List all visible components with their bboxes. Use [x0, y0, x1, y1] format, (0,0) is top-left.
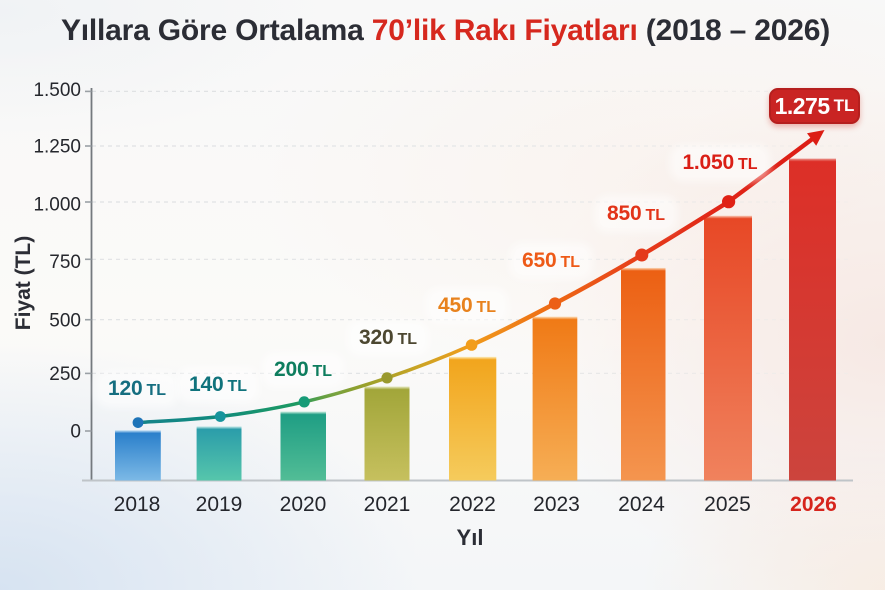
svg-text:2022: 2022 [449, 493, 496, 516]
svg-text:0: 0 [70, 422, 81, 443]
svg-text:2023: 2023 [533, 493, 580, 516]
svg-text:2026: 2026 [790, 493, 837, 516]
svg-text:2025: 2025 [704, 493, 751, 516]
svg-text:2020: 2020 [280, 493, 327, 516]
svg-text:1.000: 1.000 [33, 195, 81, 216]
svg-text:250: 250 [49, 364, 81, 385]
svg-text:500: 500 [49, 310, 81, 331]
svg-text:2021: 2021 [364, 493, 411, 516]
svg-text:750: 750 [49, 252, 81, 273]
svg-text:1.250: 1.250 [33, 137, 81, 158]
svg-text:2019: 2019 [196, 493, 243, 516]
svg-text:1.500: 1.500 [33, 80, 81, 101]
svg-text:Yıl: Yıl [457, 525, 484, 550]
svg-text:2018: 2018 [114, 493, 161, 516]
svg-text:2024: 2024 [618, 493, 665, 516]
